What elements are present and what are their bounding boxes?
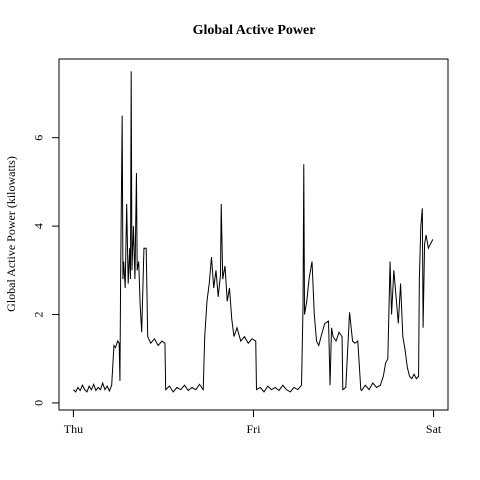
data-line bbox=[73, 71, 434, 393]
chart-title: Global Active Power bbox=[193, 23, 316, 38]
y-tick-label: 4 bbox=[32, 223, 46, 229]
y-axis-label: Global Active Power (kilowatts) bbox=[4, 156, 18, 312]
y-tick-label: 0 bbox=[32, 400, 46, 406]
x-tick-label: Sat bbox=[426, 422, 442, 436]
y-tick-label: 2 bbox=[32, 312, 46, 318]
x-tick-label: Thu bbox=[64, 422, 83, 436]
x-tick-label: Fri bbox=[246, 422, 261, 436]
y-tick-label: 6 bbox=[32, 135, 46, 141]
